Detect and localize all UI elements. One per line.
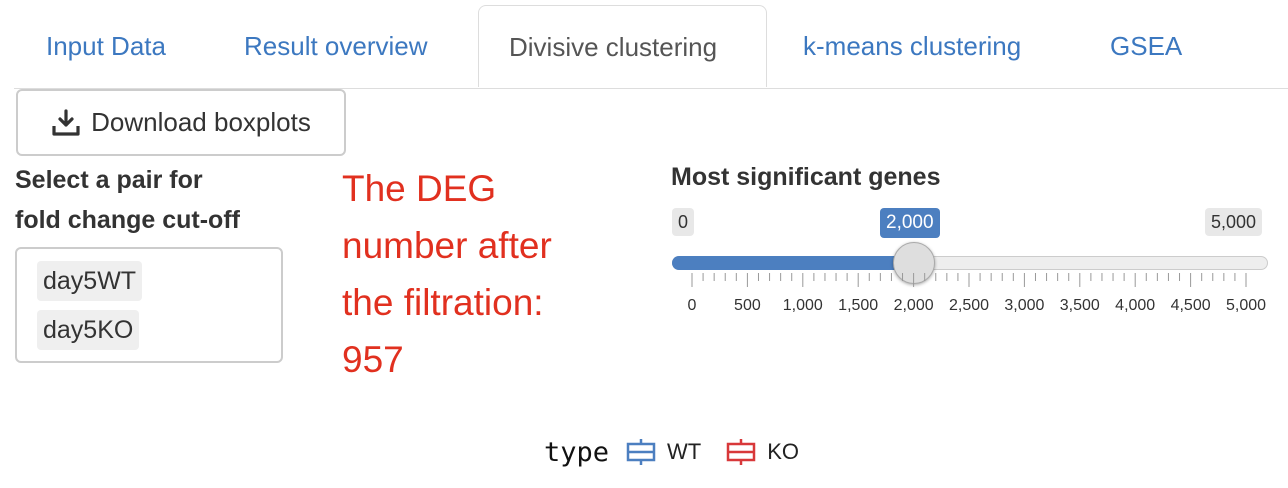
legend-label-ko: KO xyxy=(767,439,800,464)
pair-select-label-line1: Select a pair for xyxy=(15,166,203,194)
legend-key-ko xyxy=(726,439,756,465)
slider-value-label: 2,000 xyxy=(880,208,940,238)
slider-tick-label: 1,500 xyxy=(838,297,879,314)
deg-message-line2: number after xyxy=(342,225,552,266)
legend-title: type xyxy=(544,436,610,468)
slider-tick-label: 4,000 xyxy=(1115,297,1156,314)
legend-label-wt: WT xyxy=(667,439,702,464)
tab-result-overview[interactable]: Result overview xyxy=(244,31,428,61)
slider-tick-label: 4,500 xyxy=(1170,297,1211,314)
pair-item-day5ko[interactable]: day5KO xyxy=(37,310,140,350)
legend: type WT KO xyxy=(544,432,813,472)
download-icon xyxy=(52,108,80,136)
pair-select-box[interactable]: day5WT day5KO xyxy=(15,247,283,363)
tab-k-means-clustering[interactable]: k-means clustering xyxy=(803,31,1022,61)
slider-tick-label: 2,500 xyxy=(948,297,990,314)
pair-select-label-line2: fold change cut-off xyxy=(15,206,240,234)
deg-count-message: The DEG number after the filtration: 957 xyxy=(342,160,632,388)
tab-gsea[interactable]: GSEA xyxy=(1110,31,1183,61)
slider-tick-label: 3,000 xyxy=(1004,297,1045,314)
slider-bar xyxy=(672,256,914,270)
legend-key-wt xyxy=(626,439,656,465)
tab-divisive-clustering[interactable]: Divisive clustering xyxy=(478,5,767,87)
pair-select-label: Select a pair for fold change cut-off xyxy=(15,160,315,240)
slider-tick-label: 0 xyxy=(687,297,697,314)
deg-message-line4: 957 xyxy=(342,339,404,380)
slider-tick-label: 2,000 xyxy=(893,297,934,314)
pair-item-day5wt[interactable]: day5WT xyxy=(37,261,143,301)
slider-tick-label: 500 xyxy=(734,297,761,314)
tab-bar: Input Data Result overview Divisive clus… xyxy=(14,0,1288,89)
slider-tick-label: 3,500 xyxy=(1059,297,1100,314)
download-boxplots-label: Download boxplots xyxy=(91,107,311,137)
slider-tick-label: 1,000 xyxy=(782,297,823,314)
deg-message-line3: the filtration: xyxy=(342,282,544,323)
slider-label: Most significant genes xyxy=(671,163,941,191)
download-boxplots-button[interactable]: Download boxplots xyxy=(16,89,346,156)
slider-max-label: 5,000 xyxy=(1205,208,1263,236)
slider-min-label: 0 xyxy=(672,208,695,236)
deg-message-line1: The DEG xyxy=(342,168,497,209)
slider-tick-label: 5,000 xyxy=(1225,297,1267,314)
slider-handle[interactable] xyxy=(892,242,935,284)
tab-input-data[interactable]: Input Data xyxy=(46,31,166,61)
